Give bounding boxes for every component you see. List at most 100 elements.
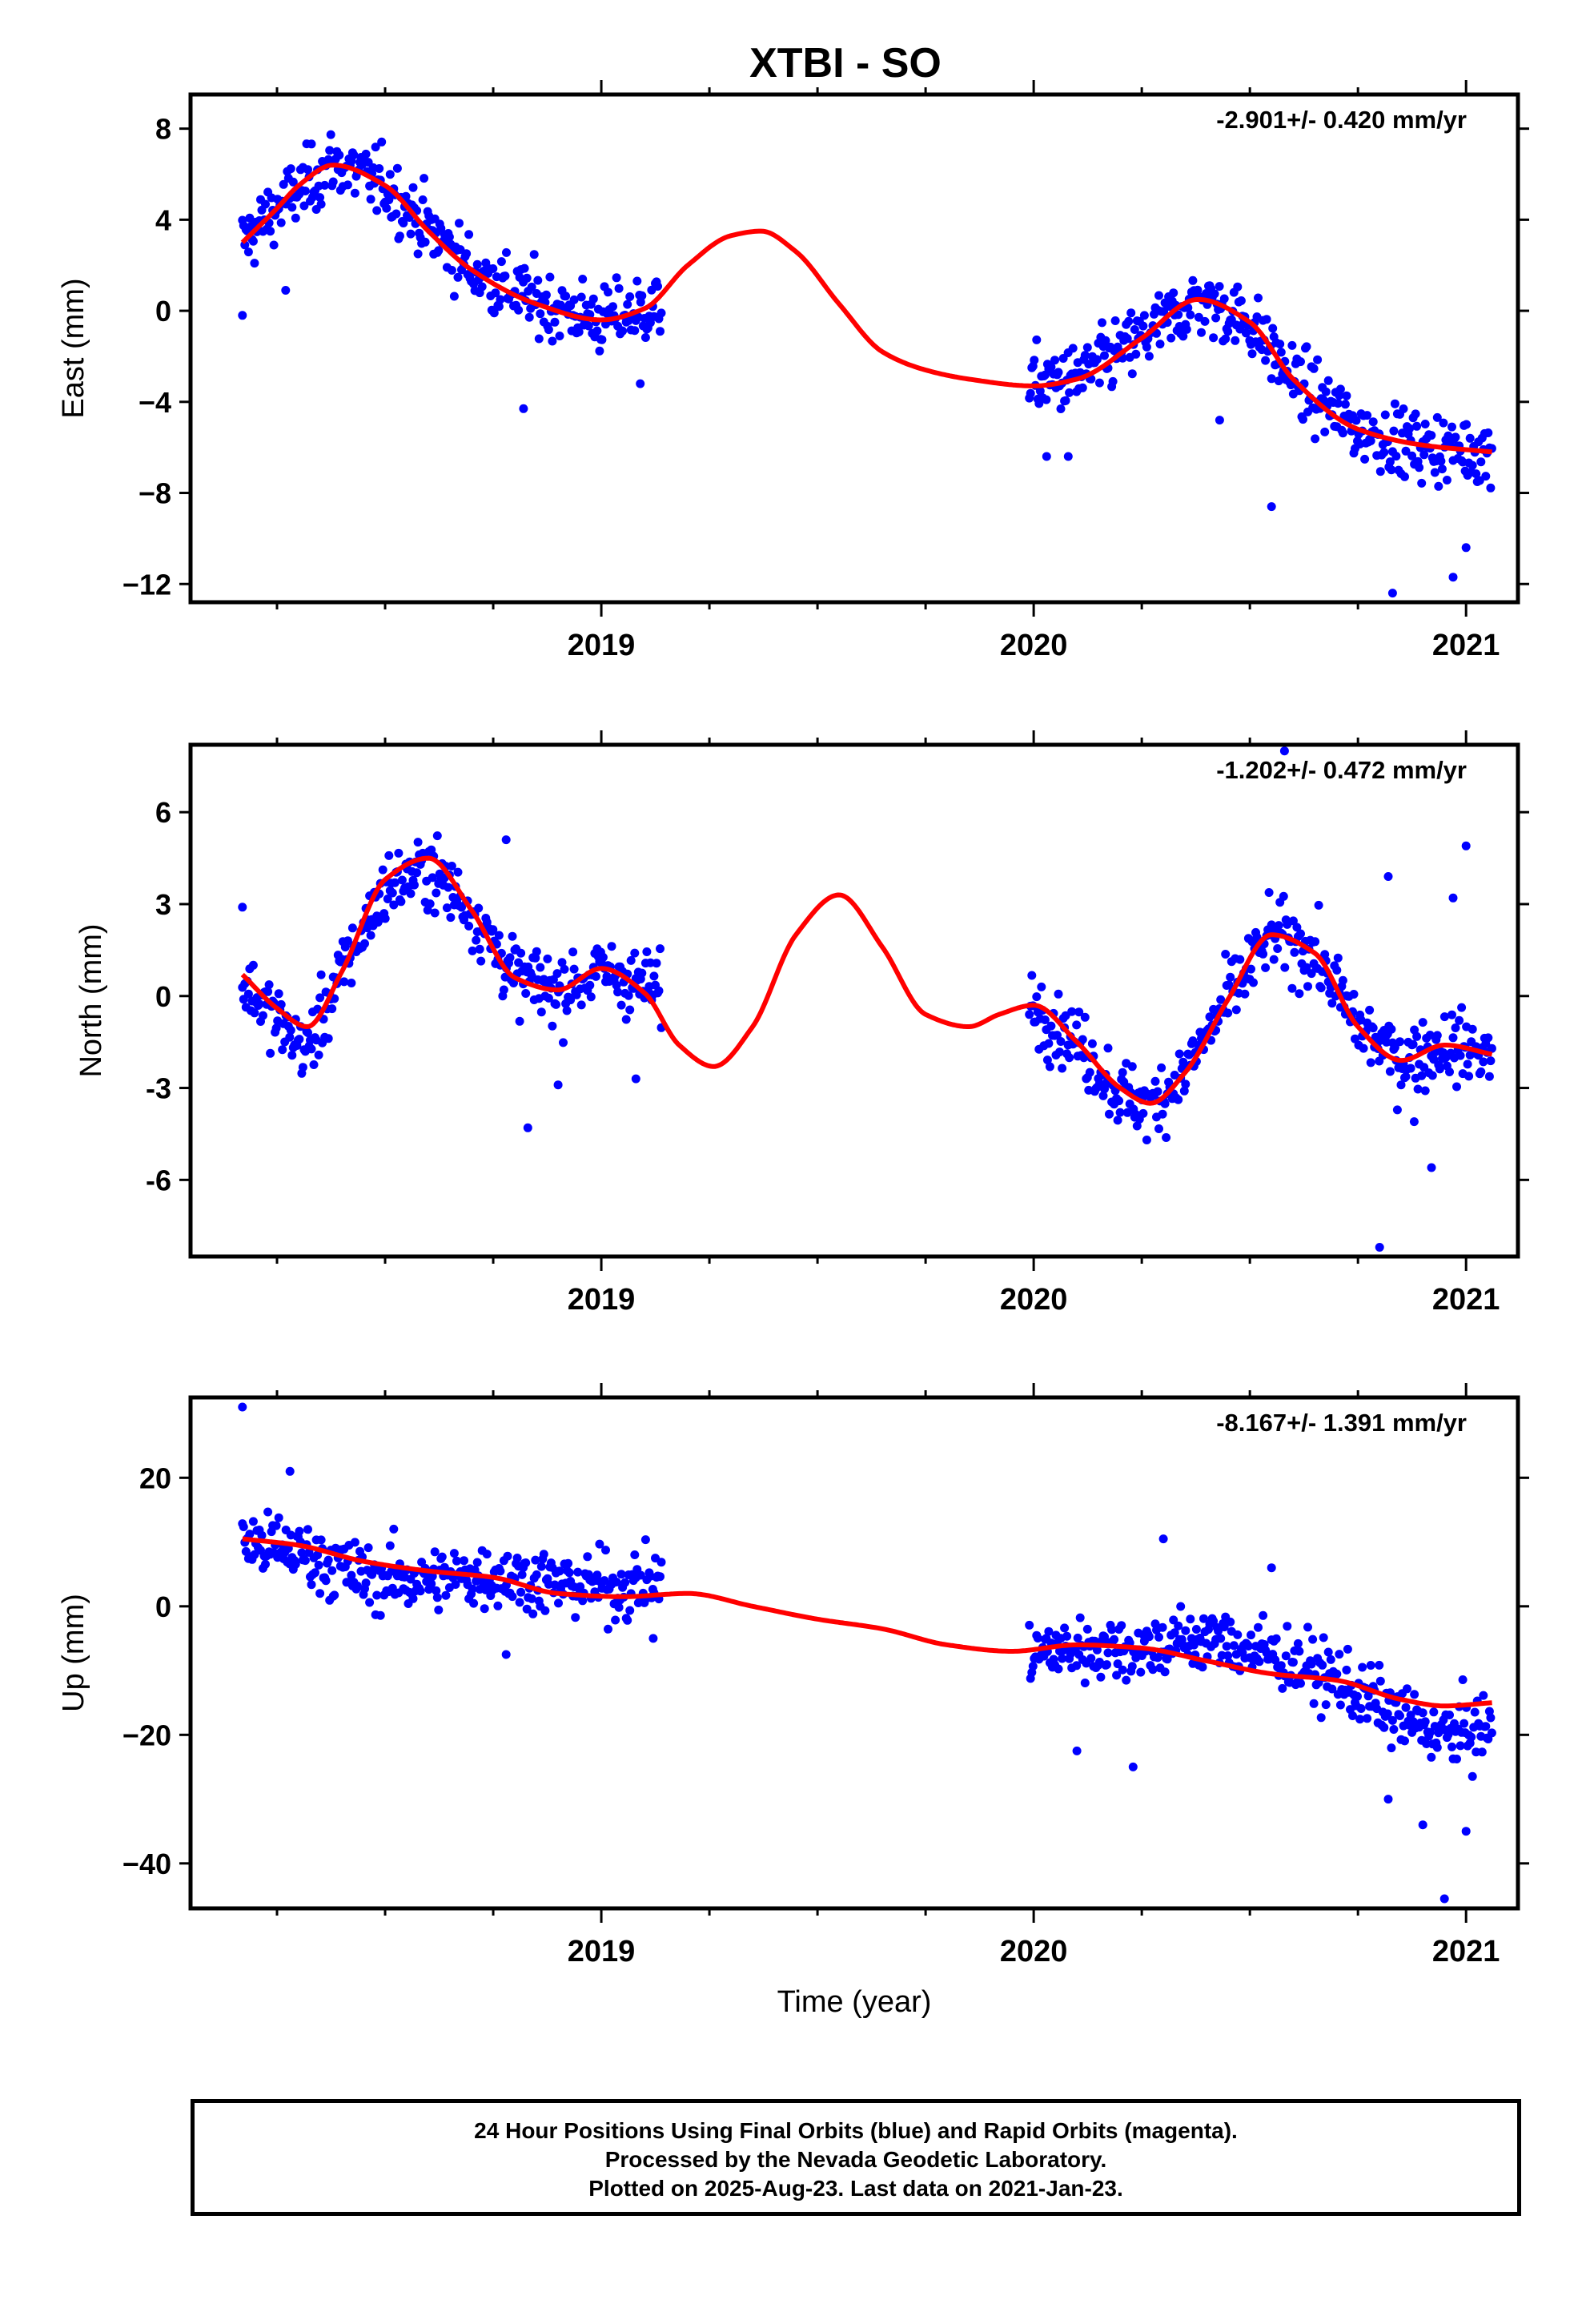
data-point xyxy=(1409,1117,1419,1127)
x-tick-label: 2021 xyxy=(1432,1283,1500,1317)
data-point xyxy=(1222,1642,1231,1651)
data-point xyxy=(360,939,369,948)
data-point xyxy=(1255,1657,1264,1667)
data-point xyxy=(1281,1651,1291,1661)
data-point xyxy=(300,187,310,195)
data-point xyxy=(1360,454,1370,464)
data-point xyxy=(1420,1717,1430,1727)
data-point xyxy=(1303,1622,1312,1632)
data-point xyxy=(1131,349,1141,359)
y-tick-label: 20 xyxy=(139,1462,171,1494)
data-point xyxy=(1073,1633,1082,1642)
data-point xyxy=(416,1586,425,1596)
data-point xyxy=(1363,411,1372,420)
up-rate-annotation: -8.167+/- 1.391 mm/yr xyxy=(1216,1409,1467,1437)
data-point xyxy=(311,1568,319,1578)
data-point xyxy=(1445,1068,1454,1076)
data-point xyxy=(1365,1005,1375,1015)
data-point xyxy=(1419,450,1429,460)
data-point xyxy=(499,985,508,995)
data-point xyxy=(321,1576,331,1586)
data-point xyxy=(287,1051,297,1060)
y-tick-label: 0 xyxy=(155,980,171,1013)
data-point xyxy=(320,180,330,190)
data-point xyxy=(1044,1039,1054,1048)
data-point xyxy=(1226,1617,1235,1626)
data-point xyxy=(1044,1626,1054,1636)
data-point xyxy=(585,980,595,990)
data-point xyxy=(640,1535,650,1545)
data-point xyxy=(1279,891,1288,901)
data-point xyxy=(1037,982,1046,991)
data-point xyxy=(1457,1003,1467,1012)
north-frame xyxy=(188,742,1520,1259)
data-point xyxy=(1335,1700,1345,1710)
data-point xyxy=(1375,1660,1384,1670)
footer-line-1: 24 Hour Positions Using Final Orbits (bl… xyxy=(474,2118,1238,2143)
data-point xyxy=(527,282,536,292)
data-point xyxy=(607,942,616,951)
data-point xyxy=(274,989,283,999)
data-point xyxy=(1274,376,1283,386)
data-point xyxy=(1166,333,1176,343)
data-point xyxy=(349,151,359,159)
data-point xyxy=(548,1021,557,1031)
data-point xyxy=(568,947,578,957)
data-point xyxy=(613,987,623,997)
data-point xyxy=(1054,1664,1063,1674)
data-point xyxy=(328,177,338,187)
data-point xyxy=(1296,929,1305,939)
data-point xyxy=(539,1550,548,1559)
data-point xyxy=(550,317,560,327)
data-point xyxy=(598,952,608,962)
data-point xyxy=(625,1005,635,1015)
data-point xyxy=(441,1590,451,1600)
data-point xyxy=(372,206,382,215)
data-point xyxy=(389,900,399,910)
data-point xyxy=(413,838,423,847)
data-point xyxy=(1159,307,1169,316)
data-point xyxy=(394,848,404,858)
data-point xyxy=(512,1554,522,1562)
data-point xyxy=(1056,404,1066,413)
data-point xyxy=(576,292,586,302)
data-point xyxy=(503,1551,512,1561)
data-point xyxy=(1045,1062,1054,1072)
data-point xyxy=(1420,420,1430,428)
x-tick-label: 2020 xyxy=(1000,1283,1068,1317)
data-point xyxy=(1486,1713,1496,1723)
data-point xyxy=(295,1035,304,1044)
data-point xyxy=(455,219,464,228)
data-point xyxy=(1110,316,1120,325)
data-point xyxy=(573,1567,583,1577)
data-point xyxy=(1400,472,1409,481)
data-point xyxy=(307,1044,316,1054)
data-point xyxy=(541,290,551,300)
data-point xyxy=(427,1579,436,1589)
data-point xyxy=(1040,1015,1050,1024)
data-point xyxy=(1032,992,1042,1002)
x-tick-label: 2019 xyxy=(568,1935,636,1968)
data-point xyxy=(630,1550,640,1559)
data-point xyxy=(1100,351,1109,360)
data-point xyxy=(1074,1007,1084,1017)
data-point xyxy=(1259,1610,1268,1620)
data-point xyxy=(566,995,576,1005)
data-point xyxy=(453,272,463,282)
data-point xyxy=(601,1546,610,1555)
data-point xyxy=(468,946,477,955)
data-point xyxy=(1274,921,1283,931)
data-point xyxy=(1162,1133,1171,1142)
data-point xyxy=(288,177,298,187)
data-point xyxy=(1375,1676,1385,1686)
data-point xyxy=(413,249,423,259)
data-point xyxy=(432,888,441,898)
data-point xyxy=(544,325,553,335)
data-point xyxy=(614,1602,624,1612)
data-point xyxy=(564,1558,573,1568)
data-point xyxy=(648,1634,658,1643)
data-point xyxy=(1254,1622,1263,1632)
data-point xyxy=(1434,481,1443,491)
data-point xyxy=(532,947,541,956)
data-point xyxy=(534,334,544,344)
